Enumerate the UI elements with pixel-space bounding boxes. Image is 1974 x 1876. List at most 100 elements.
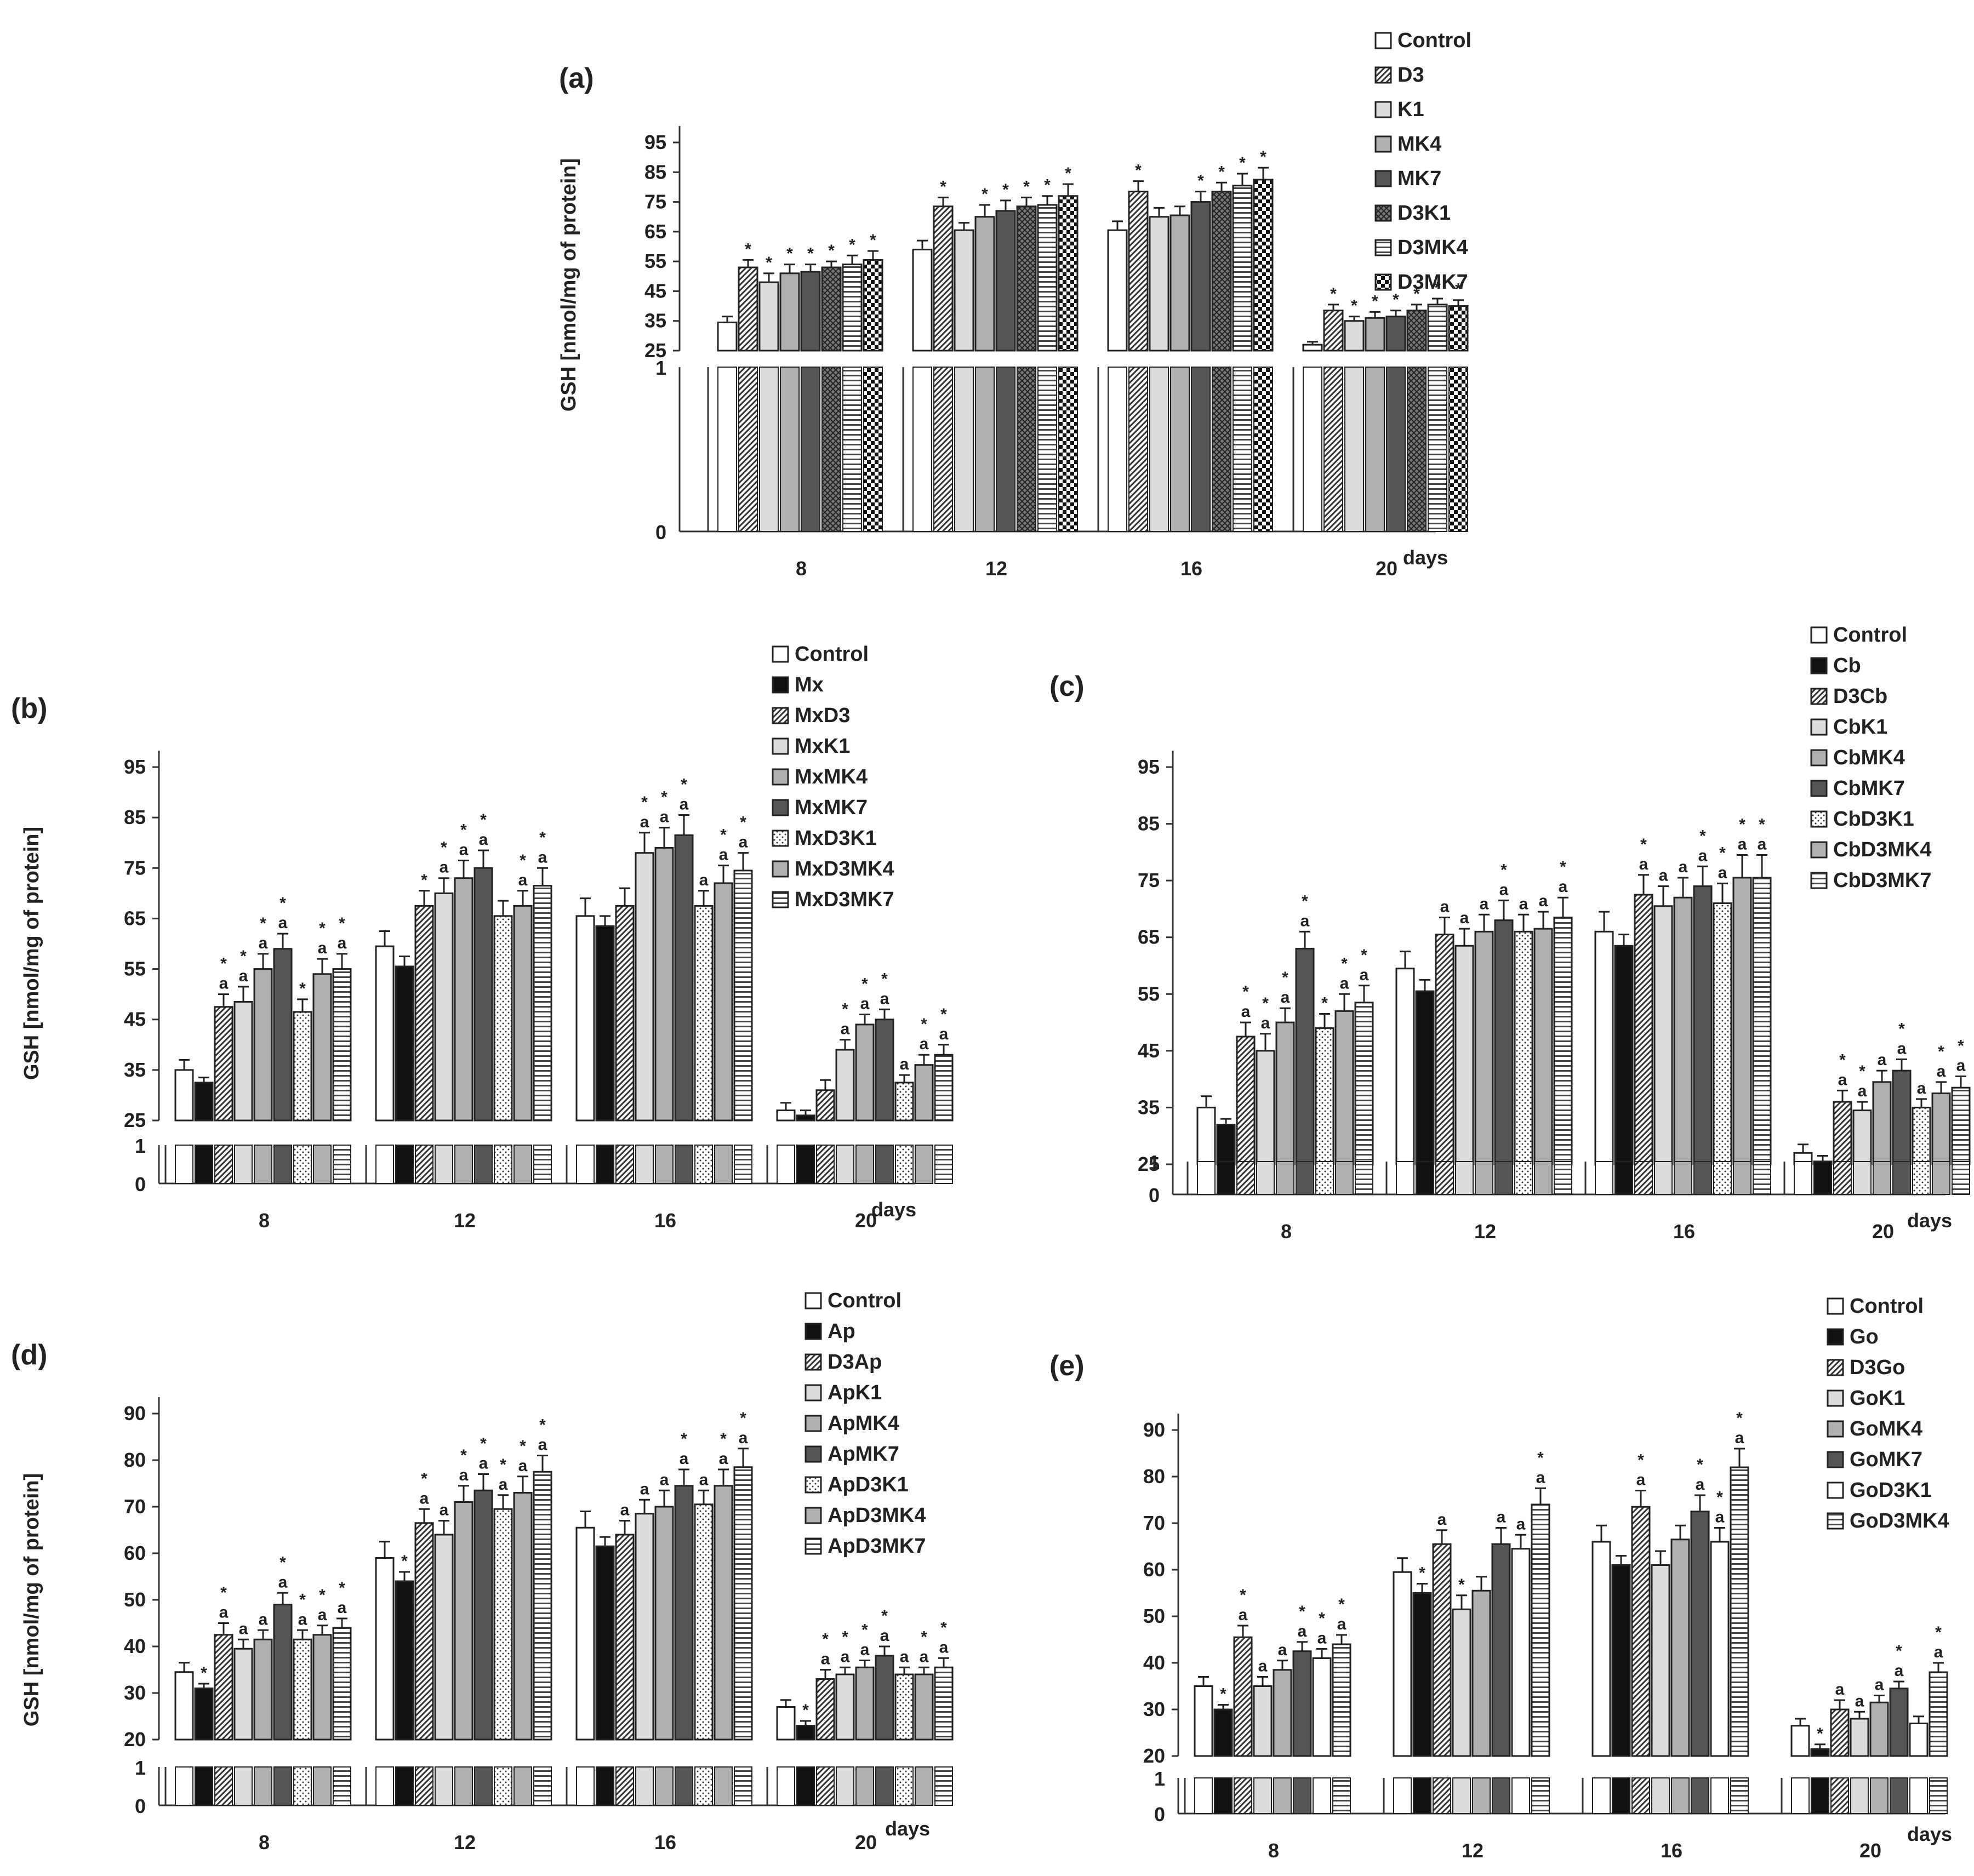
bar-break-segment (796, 1766, 815, 1806)
bar (733, 1466, 753, 1741)
significance-star: * (842, 1628, 848, 1646)
legend-swatch (1810, 841, 1828, 859)
legend-label: MK7 (1397, 167, 1441, 190)
significance-star: * (1240, 1586, 1246, 1604)
bar (1253, 1685, 1273, 1757)
bar (253, 1638, 273, 1741)
legend-swatch (805, 1445, 822, 1463)
y-tick-label: 55 (1138, 982, 1160, 1005)
significance-letter: a (239, 967, 248, 985)
legend-label: MxD3MK7 (795, 888, 894, 911)
bar-break-segment (1554, 1161, 1572, 1195)
bar (1892, 1069, 1912, 1165)
bar-break-segment (915, 1766, 933, 1806)
legend-label: GoK1 (1850, 1387, 1905, 1410)
bar (1256, 1050, 1275, 1165)
bar (1302, 344, 1323, 352)
bar (934, 1054, 954, 1122)
bar (1448, 305, 1469, 352)
significance-letter: a (1360, 966, 1369, 984)
significance-letter: a (1718, 863, 1727, 882)
bar (1233, 1636, 1253, 1757)
significance-star: * (940, 1618, 947, 1637)
significance-letter: a (939, 1638, 949, 1656)
significance-letter: a (620, 1501, 630, 1519)
y-tick-label: 85 (1138, 813, 1160, 835)
significance-letter: a (900, 1648, 909, 1666)
bar (273, 1604, 293, 1741)
bar-break-segment (1315, 1161, 1334, 1195)
x-tick-label: 16 (654, 1209, 676, 1232)
y-tick-label: 35 (644, 310, 666, 332)
significance-star: * (1242, 983, 1249, 1001)
significance-letter: a (318, 939, 327, 957)
y-tick-label: 1 (1154, 1768, 1165, 1790)
bar (1275, 1021, 1295, 1165)
bar (1232, 185, 1253, 352)
significance-star: * (1898, 1020, 1905, 1038)
x-tick-label: 12 (454, 1831, 476, 1854)
y-tick-label: 85 (124, 806, 146, 828)
bar-break-segment (1452, 1777, 1471, 1814)
bar (395, 1580, 414, 1741)
bar (855, 1023, 875, 1122)
bar-break-segment (1534, 1161, 1553, 1195)
legend-label: MxD3K1 (795, 827, 877, 850)
bar (1016, 205, 1037, 352)
bar-break-segment (1108, 367, 1127, 532)
legend-swatch (1810, 657, 1828, 674)
bar-break-segment (934, 1145, 953, 1184)
legend-swatch (772, 737, 789, 755)
significance-star: * (1413, 285, 1420, 303)
bar-break-segment (836, 1145, 854, 1184)
bar (800, 271, 821, 352)
legend-label: GoMK7 (1850, 1448, 1922, 1471)
legend-label: ApD3K1 (828, 1473, 909, 1496)
bar (1651, 1564, 1670, 1757)
significance-letter: a (538, 1436, 547, 1454)
panel-title: (a) (559, 62, 594, 94)
bar (1037, 204, 1058, 352)
bar (293, 1011, 312, 1122)
significance-letter: a (719, 846, 728, 864)
bar (758, 281, 779, 352)
x-tick-label: 12 (985, 557, 1007, 580)
bar (1213, 1708, 1233, 1757)
legend-swatch (772, 707, 789, 724)
significance-letter: a (699, 1471, 709, 1489)
significance-star: * (1640, 836, 1647, 854)
significance-letter: a (1499, 880, 1509, 899)
significance-letter: a (518, 1457, 528, 1475)
bar (654, 847, 674, 1122)
legend-label: MK4 (1397, 133, 1441, 156)
legend-swatch (772, 676, 789, 694)
bar-break-segment (801, 367, 820, 532)
significance-star: * (740, 1409, 746, 1427)
bar-break-segment (474, 1145, 493, 1184)
bar (1292, 1650, 1312, 1757)
bar-break-segment (1531, 1777, 1550, 1814)
bar-break-segment (1932, 1161, 1950, 1195)
bar (1058, 195, 1079, 352)
bar-break-segment (273, 1766, 292, 1806)
significance-letter: a (1278, 1641, 1287, 1659)
bar-break-segment (1413, 1777, 1431, 1814)
legend-swatch (1810, 780, 1828, 797)
bar-break-segment (175, 1145, 193, 1184)
bar (1511, 1548, 1531, 1757)
bar-break-segment (615, 1766, 634, 1806)
significance-star: * (1330, 285, 1337, 303)
bar-break-segment (1396, 1161, 1414, 1195)
significance-star: * (1697, 1456, 1703, 1474)
y-tick-label: 45 (124, 1008, 146, 1031)
bar-break-segment (576, 1145, 595, 1184)
y-tick-label: 90 (124, 1402, 146, 1425)
bar-break-segment (333, 1145, 351, 1184)
legend-swatch (1810, 749, 1828, 767)
bar-break-segment (1674, 1161, 1692, 1195)
y-tick-label: 0 (135, 1795, 146, 1817)
bar (815, 1678, 835, 1741)
bar (1107, 229, 1128, 352)
legend-label: ApMK7 (828, 1443, 899, 1466)
bar (194, 1082, 214, 1122)
